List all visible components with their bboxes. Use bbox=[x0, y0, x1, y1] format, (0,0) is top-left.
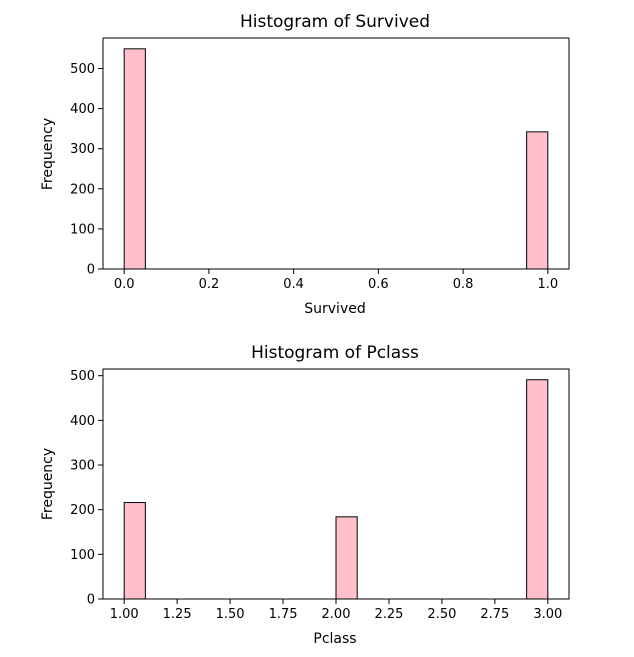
x-tick-label: 2.00 bbox=[322, 607, 351, 622]
y-tick-label: 0 bbox=[87, 263, 95, 278]
chart-title: Histogram of Survived bbox=[240, 12, 430, 32]
x-tick-label: 1.50 bbox=[216, 607, 245, 622]
x-axis-label: Survived bbox=[304, 301, 365, 317]
y-tick-label: 100 bbox=[70, 548, 95, 563]
y-tick-label: 200 bbox=[70, 182, 95, 197]
x-tick-label: 3.00 bbox=[533, 607, 562, 622]
y-tick-label: 500 bbox=[70, 369, 95, 384]
histogram-bar bbox=[123, 48, 146, 270]
y-tick-label: 400 bbox=[70, 102, 95, 117]
x-tick-label: 1.00 bbox=[110, 607, 139, 622]
y-tick-label: 200 bbox=[70, 503, 95, 518]
y-tick-label: 300 bbox=[70, 142, 95, 157]
x-tick-label: 0.0 bbox=[114, 277, 135, 292]
y-tick-label: 100 bbox=[70, 222, 95, 237]
y-tick-label: 500 bbox=[70, 62, 95, 77]
x-tick-label: 1.0 bbox=[537, 277, 558, 292]
chart-survived: Histogram of Survived 0.0 0.2 0.4 0.6 0.8 1.0… bbox=[40, 12, 570, 317]
chart-title: Histogram of Pclass bbox=[251, 343, 419, 363]
x-tick-label: 1.75 bbox=[269, 607, 298, 622]
y-tick-label: 300 bbox=[70, 459, 95, 474]
x-tick-label: 0.2 bbox=[199, 277, 220, 292]
plot-frame bbox=[102, 368, 570, 600]
x-ticks: 0.0 0.2 0.4 0.6 0.8 1.0 bbox=[114, 269, 558, 292]
plot-frame bbox=[102, 37, 570, 270]
x-tick-label: 2.75 bbox=[480, 607, 509, 622]
histogram-bar bbox=[526, 379, 549, 600]
y-ticks: 0 100 200 300 400 500 bbox=[70, 369, 103, 608]
x-tick-label: 2.25 bbox=[374, 607, 403, 622]
x-tick-label: 0.4 bbox=[283, 277, 304, 292]
y-tick-label: 400 bbox=[70, 414, 95, 429]
x-axis-label: Pclass bbox=[313, 631, 356, 647]
y-ticks: 0 100 200 300 400 500 bbox=[70, 62, 103, 278]
histogram-bar bbox=[335, 516, 358, 600]
x-tick-label: 2.50 bbox=[427, 607, 456, 622]
y-axis-label: Frequency bbox=[40, 118, 56, 190]
histogram-bar bbox=[526, 131, 549, 270]
chart-pclass: Histogram of Pclass 1.00 1.25 1.50 1.75 2.00… bbox=[40, 343, 570, 647]
y-axis-label: Frequency bbox=[40, 448, 56, 520]
bars-group bbox=[123, 48, 549, 270]
x-ticks: 1.00 1.25 1.50 1.75 2.00 2.25 2.50 2.75 3.00 bbox=[110, 599, 562, 622]
x-tick-label: 0.6 bbox=[368, 277, 389, 292]
histogram-bar bbox=[123, 502, 146, 600]
x-tick-label: 0.8 bbox=[453, 277, 474, 292]
bars-group bbox=[123, 379, 549, 600]
x-tick-label: 1.25 bbox=[163, 607, 192, 622]
y-tick-label: 0 bbox=[87, 593, 95, 608]
